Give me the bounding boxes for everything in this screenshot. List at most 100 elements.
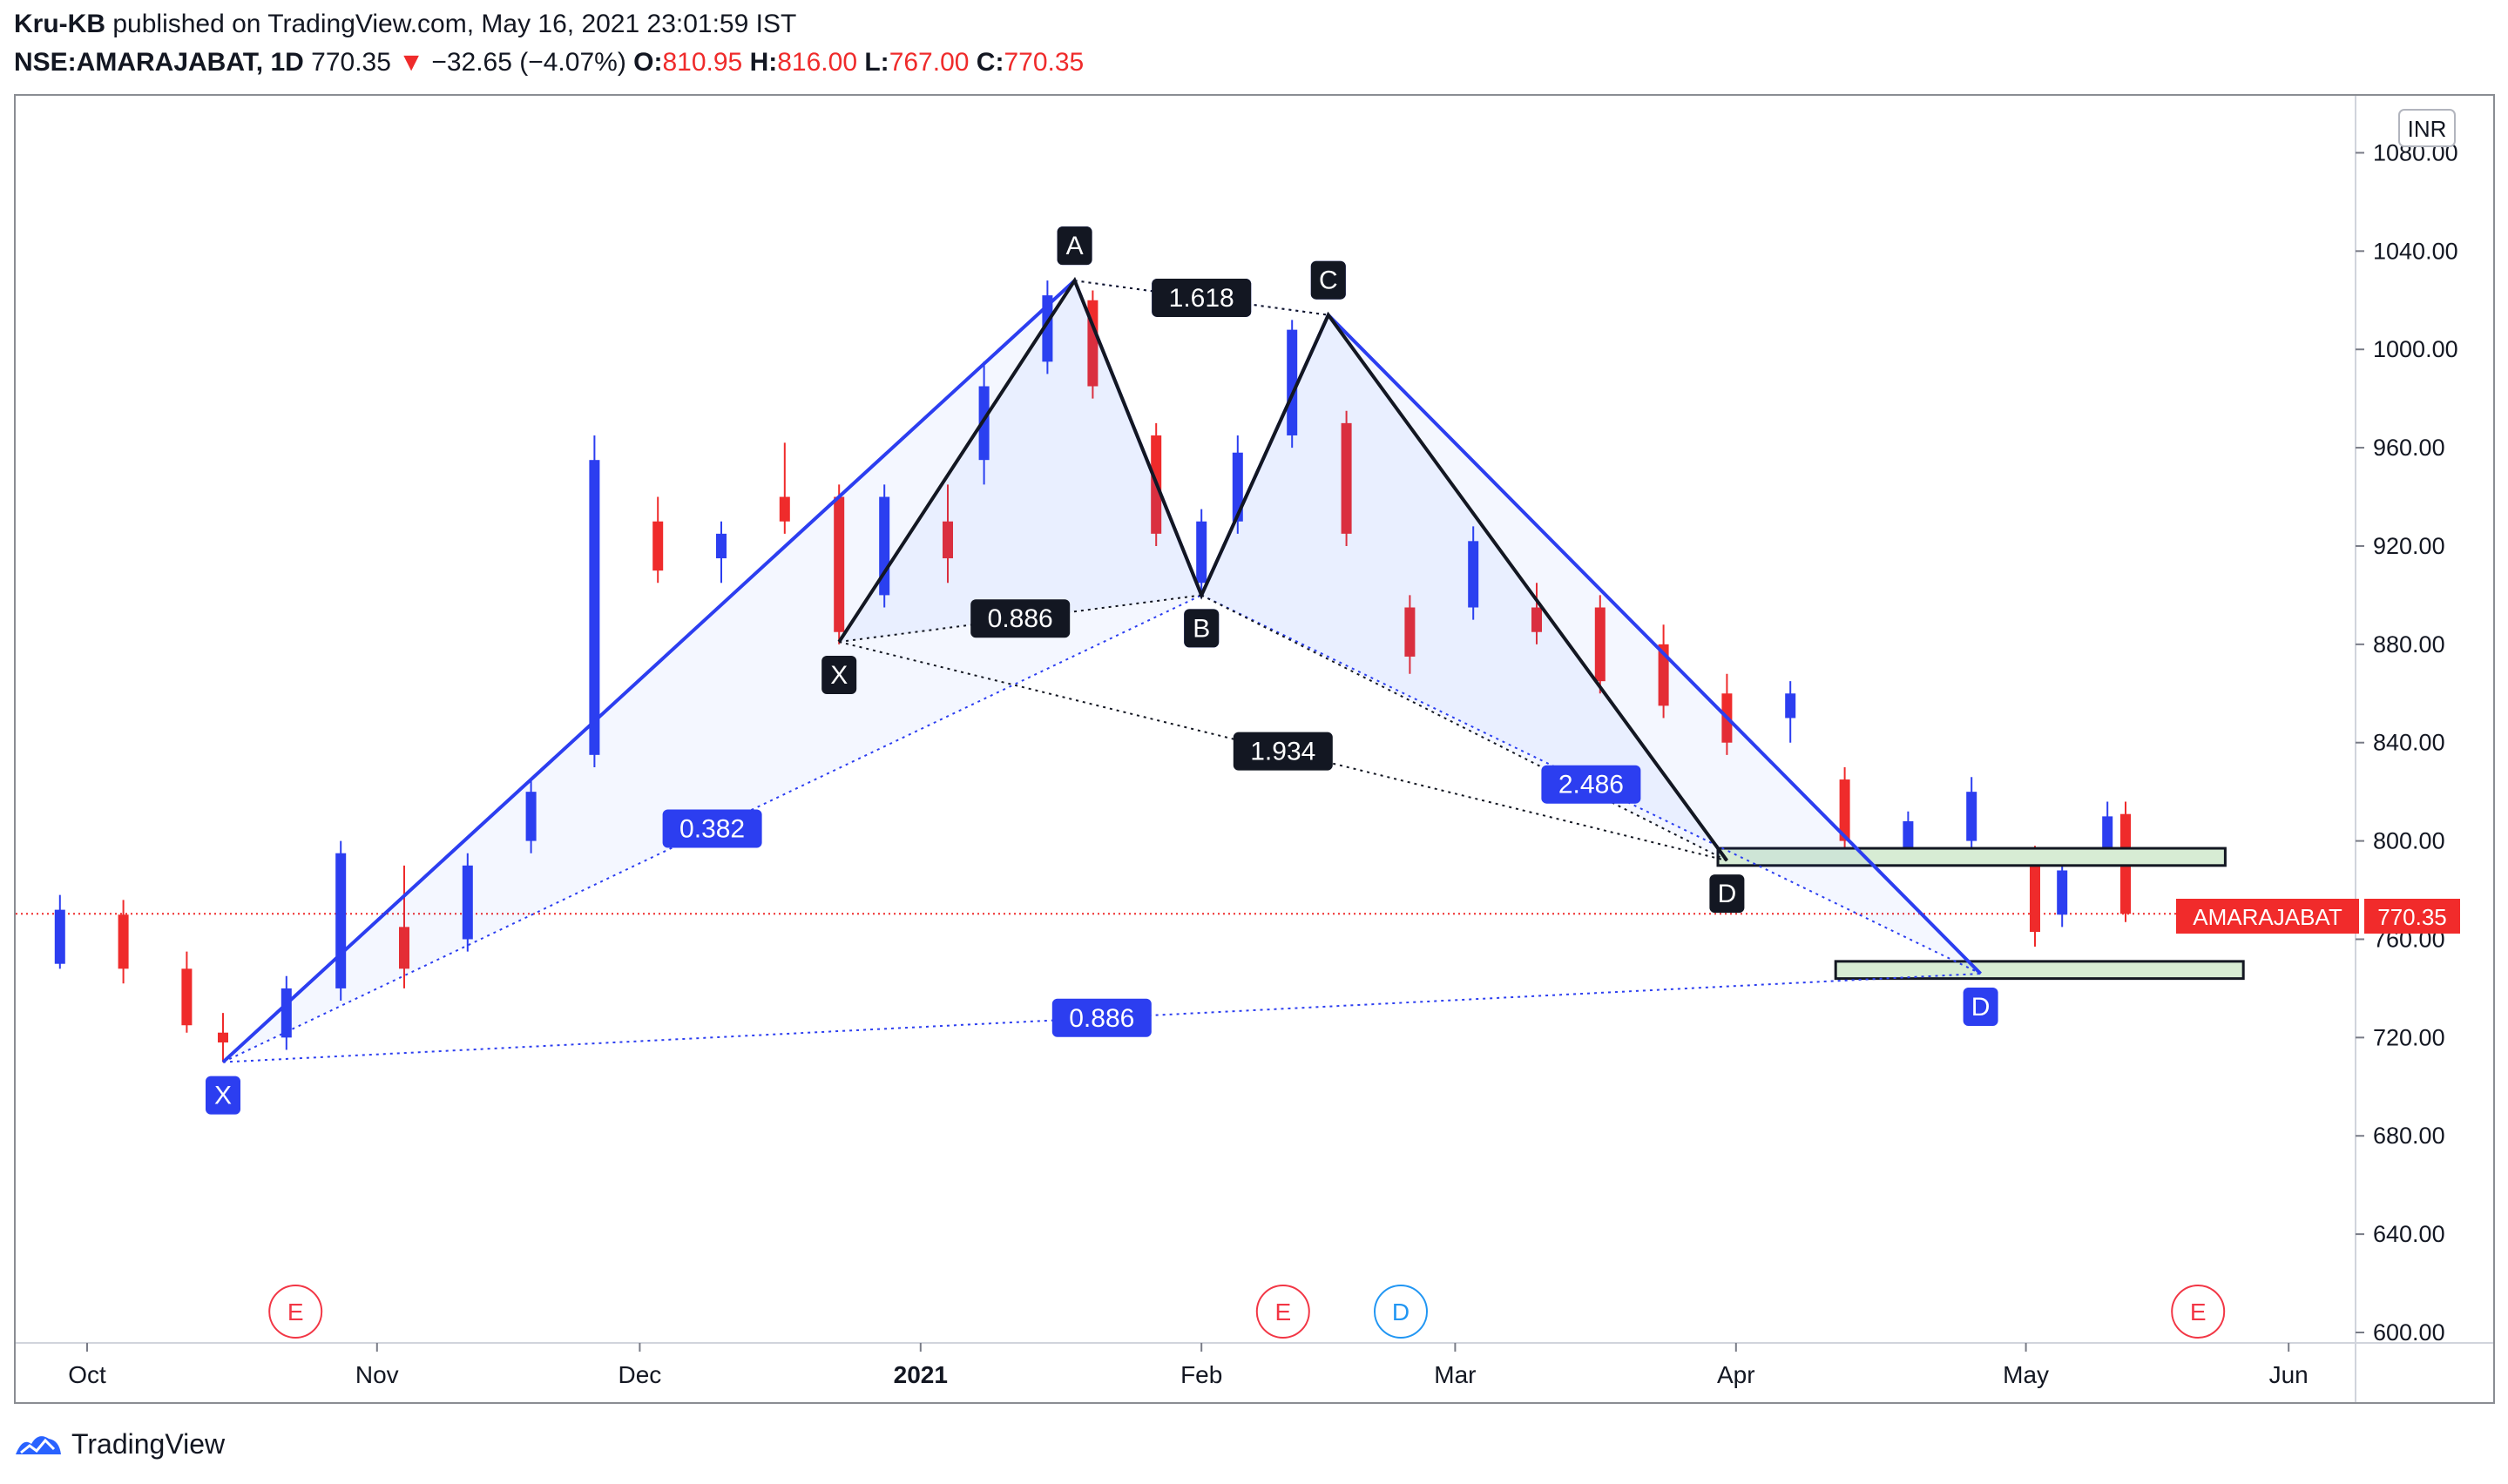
y-tick-label: 1040.00 — [2373, 238, 2458, 264]
author-name[interactable]: Kru-KB — [14, 10, 105, 38]
ratio-label: 0.382 — [679, 814, 745, 843]
pattern-point-label: X — [830, 661, 848, 690]
pattern-point-label: D — [1718, 880, 1737, 908]
high-value: 816.00 — [777, 48, 858, 77]
candle-body — [1287, 329, 1298, 435]
x-tick-label: 2021 — [894, 1361, 948, 1388]
price-tag-name-bg — [2176, 899, 2359, 934]
pattern-fill — [223, 280, 1202, 1062]
earnings-marker-icon[interactable] — [1255, 1285, 1310, 1339]
candle-body — [1966, 792, 1977, 841]
symbol-name: NSE:AMARAJABAT, 1D — [14, 48, 304, 77]
earnings-marker-icon[interactable] — [2171, 1285, 2226, 1339]
y-tick-label: 840.00 — [2373, 730, 2445, 756]
open-value: 810.95 — [662, 48, 743, 77]
ratio-label: 1.618 — [1169, 284, 1234, 313]
pattern-point-badge — [1963, 987, 1998, 1026]
x-tick-label: Nov — [355, 1361, 399, 1388]
candles — [0, 280, 2131, 1062]
y-tick-label: 880.00 — [2373, 631, 2445, 658]
event-marker-label: E — [2190, 1298, 2207, 1325]
open-label: O: — [633, 48, 663, 77]
published-text: published on TradingView.com, May 16, 20… — [112, 10, 797, 38]
ratio-label: 2.486 — [1558, 771, 1624, 799]
tradingview-logo-icon — [16, 1436, 61, 1454]
candle-body — [399, 927, 409, 969]
x-tick-label: May — [2003, 1361, 2049, 1388]
candle-body — [652, 521, 664, 571]
pattern-point-badge — [821, 656, 857, 695]
ratio-badge — [1233, 732, 1333, 771]
candle-body — [2057, 870, 2068, 915]
low-label: L: — [864, 48, 889, 77]
candle-body — [1594, 607, 1606, 682]
x-tick-label: Jun — [2269, 1361, 2309, 1388]
y-tick-label: 600.00 — [2373, 1319, 2445, 1346]
candle-body — [1196, 521, 1207, 583]
dividend-marker-icon[interactable] — [1374, 1285, 1428, 1339]
candle-body — [1404, 607, 1416, 657]
event-marker-label: D — [1392, 1298, 1409, 1325]
ratio-badge — [1541, 765, 1641, 804]
pattern-point-label: C — [1319, 266, 1338, 295]
candle-body — [943, 521, 953, 559]
candle-body — [1531, 607, 1542, 632]
pattern-point-badge — [1709, 874, 1745, 914]
pattern-labels: XABCD0.3820.8860.8862.486XABCD0.8861.618… — [206, 226, 1998, 1115]
pattern-point-label: X — [214, 1082, 232, 1110]
pattern-point-badge — [1184, 609, 1220, 648]
overlay: INR AMARAJABAT 770.35 — [2176, 109, 2460, 934]
candle-body — [2030, 865, 2040, 933]
publication-header: Kru-KB published on TradingView.com, May… — [14, 7, 796, 42]
y-tick-label: 1000.00 — [2373, 336, 2458, 362]
candle-body — [1232, 452, 1243, 522]
footer-brand[interactable]: TradingView — [71, 1427, 226, 1460]
candle-body — [779, 496, 790, 522]
footer: TradingView — [14, 1425, 225, 1463]
earnings-marker-icon[interactable] — [268, 1285, 323, 1339]
y-tick-label: 680.00 — [2373, 1123, 2445, 1149]
candle-body — [978, 386, 990, 461]
last-price: 770.35 — [311, 48, 391, 77]
candle-body — [716, 533, 727, 559]
ratio-label: 0.886 — [1069, 1004, 1134, 1033]
candle-body — [525, 792, 537, 841]
candle-body — [181, 968, 193, 1026]
pattern-point-label: B — [1193, 614, 1210, 643]
price-tag-value: 770.35 — [2377, 904, 2447, 930]
candle-body — [1839, 779, 1850, 841]
candle-body — [1785, 693, 1796, 718]
price-chart[interactable]: 1080.001040.001000.00960.00920.00880.008… — [0, 96, 2493, 1402]
ratio-label: 1.934 — [1250, 738, 1315, 766]
x-tick-label: Mar — [1434, 1361, 1476, 1388]
candle-body — [118, 914, 129, 969]
pattern-ratio-line — [1200, 594, 1727, 862]
candle-body — [1341, 422, 1352, 534]
pattern-point-label: A — [1066, 232, 1084, 260]
x-tick-label: Dec — [619, 1361, 662, 1388]
candle-body — [218, 1032, 228, 1043]
y-tick-label: 920.00 — [2373, 533, 2445, 559]
pattern-fill — [1201, 314, 1981, 974]
support-zone[interactable] — [1834, 960, 2245, 981]
x-tick-label: Oct — [68, 1361, 106, 1388]
close-value: 770.35 — [1004, 48, 1085, 77]
chart-frame[interactable]: 1080.00 1040.00 1000.00 960.00 920.00 880.00 8… — [0, 94, 2495, 1404]
pattern-point-badge — [1057, 226, 1092, 266]
change-down-icon: ▼ — [398, 48, 424, 77]
ratio-badge — [1051, 998, 1152, 1037]
pattern-fill — [1201, 314, 1727, 861]
currency-button[interactable] — [2398, 109, 2456, 147]
currency-label: INR — [2408, 116, 2447, 142]
price-tag-name: AMARAJABAT — [2193, 904, 2342, 930]
pattern-point-label: D — [1971, 993, 1991, 1022]
event-marker-label: E — [1274, 1298, 1291, 1325]
candle-body — [1468, 541, 1479, 608]
high-label: H: — [749, 48, 778, 77]
candle-body — [1042, 295, 1053, 362]
price-change: −32.65 (−4.07%) — [431, 48, 626, 77]
y-tick-label: 960.00 — [2373, 435, 2445, 461]
symbol-header: NSE:AMARAJABAT, 1D 770.35 ▼ −32.65 (−4.0… — [14, 45, 1084, 80]
low-value: 767.00 — [889, 48, 970, 77]
